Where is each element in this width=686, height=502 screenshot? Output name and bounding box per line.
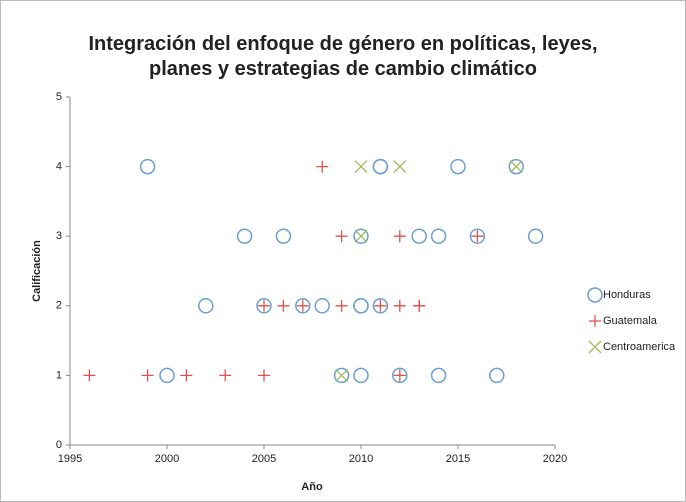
point [372,298,389,314]
point [141,369,154,382]
point [277,299,290,312]
point [393,299,406,312]
y-tick-label: 4 [56,161,62,173]
point [353,228,369,244]
point [256,298,272,314]
point [296,299,309,312]
legend-label: Guatemala [603,315,658,327]
point [198,298,214,314]
point [354,160,368,174]
y-axis-label: Calificación [31,240,43,302]
point [139,158,156,175]
point [333,367,350,384]
point [527,228,544,244]
y-tick-label: 5 [56,91,62,103]
point [469,228,486,244]
chart-title: Integración del enfoque de género en pol… [88,33,597,80]
x-tick-label: 2005 [252,453,276,465]
point [430,228,447,244]
legend-marker [589,315,601,327]
y-tick-label: 2 [56,300,62,312]
y-tick-label: 1 [56,369,62,381]
point [180,369,193,382]
point [354,229,368,243]
point [411,228,427,244]
point [413,299,426,312]
point [275,228,292,244]
point [258,369,270,382]
x-tick-label: 2000 [155,453,179,465]
point [353,298,369,314]
point [335,299,348,312]
legend-marker [587,287,603,303]
point [314,298,330,314]
point [489,367,505,384]
legend-label: Centroamerica [603,341,676,353]
point [508,158,524,175]
point [392,367,408,384]
legend-label: Honduras [603,289,651,301]
point [393,369,406,382]
point [159,367,175,384]
point [393,230,406,243]
x-tick-label: 2010 [349,453,373,465]
point [335,230,348,243]
point [509,160,523,174]
point [393,160,407,174]
point [219,369,232,382]
x-tick-label: 2020 [543,453,567,465]
x-tick-label: 2015 [446,453,470,465]
point [83,369,96,382]
point [353,367,369,384]
point [236,228,253,244]
x-tick-label: 1995 [58,453,82,465]
y-tick-label: 3 [56,230,62,242]
point [316,160,329,173]
point [335,368,349,382]
point [430,367,447,384]
point [374,299,387,312]
point [450,158,466,175]
point [372,158,389,175]
point [471,230,484,243]
legend-marker [588,340,602,354]
point [258,299,270,312]
y-tick-label: 0 [56,439,62,451]
x-axis-label: Año [301,481,323,493]
point [295,298,311,314]
